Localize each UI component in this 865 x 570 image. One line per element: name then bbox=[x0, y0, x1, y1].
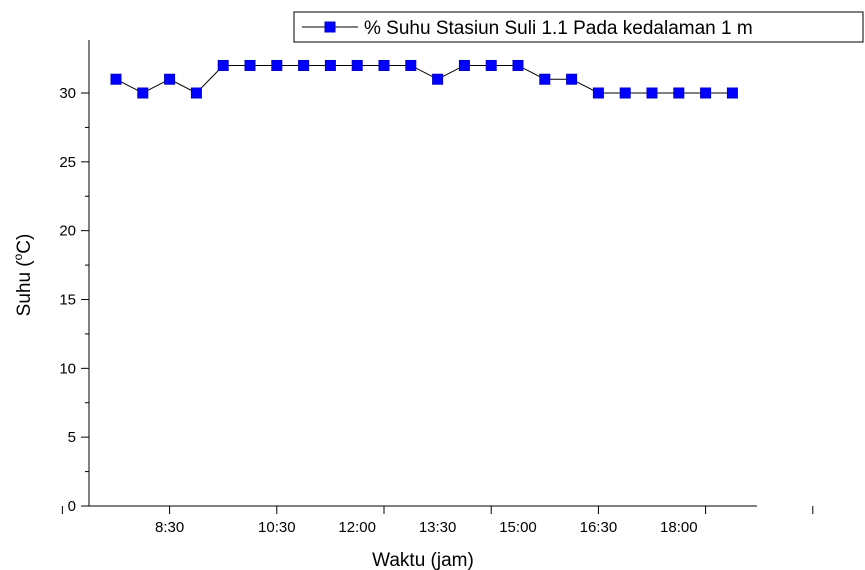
x-tick-label: 10:30 bbox=[258, 519, 296, 536]
y-axis-title-main: Suhu ( bbox=[14, 260, 35, 317]
data-point bbox=[405, 59, 417, 71]
legend-box bbox=[293, 11, 864, 43]
y-tick-label: 15 bbox=[59, 292, 76, 309]
data-point bbox=[673, 87, 685, 99]
x-tick-label: 15:00 bbox=[499, 519, 537, 536]
data-point bbox=[592, 87, 604, 99]
legend: % Suhu Stasiun Suli 1.1 Pada kedalaman 1… bbox=[293, 11, 864, 43]
data-point bbox=[700, 87, 712, 99]
data-point bbox=[110, 73, 122, 85]
series-points bbox=[110, 59, 738, 99]
series-line bbox=[115, 64, 733, 94]
data-point bbox=[512, 59, 524, 71]
y-axis-title-sup: o bbox=[11, 253, 25, 260]
y-tick-label: 5 bbox=[68, 429, 76, 446]
data-point bbox=[432, 73, 444, 85]
data-point bbox=[458, 59, 470, 71]
data-point bbox=[619, 87, 631, 99]
data-point bbox=[298, 59, 310, 71]
data-point bbox=[324, 59, 336, 71]
x-tick-label: 12:00 bbox=[338, 519, 376, 536]
y-tick-label: 20 bbox=[59, 223, 76, 240]
data-point bbox=[485, 59, 497, 71]
x-axis-title: Waktu (jam) bbox=[372, 550, 474, 570]
data-point bbox=[271, 59, 283, 71]
x-tick-label: 8:30 bbox=[155, 519, 184, 536]
y-tick-label: 25 bbox=[59, 154, 76, 171]
data-point bbox=[351, 59, 363, 71]
x-axis-ticks: 8:30 10:30 12:00 13:30 15:00 16:30 18:00 bbox=[61, 506, 814, 536]
data-point bbox=[378, 59, 390, 71]
x-tick-label: 16:30 bbox=[580, 519, 618, 536]
data-point bbox=[137, 87, 149, 99]
legend-marker-sample bbox=[324, 21, 336, 33]
x-tick-label: 18:00 bbox=[660, 519, 698, 536]
legend-label: % Suhu Stasiun Suli 1.1 Pada kedalaman 1… bbox=[364, 18, 753, 39]
data-point bbox=[190, 87, 202, 99]
x-tick-label: 13:30 bbox=[419, 519, 457, 536]
data-point bbox=[244, 59, 256, 71]
y-tick-label: 10 bbox=[59, 360, 76, 377]
y-tick-label: 0 bbox=[68, 498, 76, 515]
data-point bbox=[539, 73, 551, 85]
data-point bbox=[726, 87, 738, 99]
data-point bbox=[217, 59, 229, 71]
y-axis-title: Suhu (oC) bbox=[11, 234, 35, 317]
data-point bbox=[164, 73, 176, 85]
y-axis-ticks: 0 5 10 15 20 25 30 bbox=[59, 85, 89, 515]
y-tick-label: 30 bbox=[59, 85, 76, 102]
y-axis-title-tail: C) bbox=[14, 234, 35, 254]
data-point bbox=[646, 87, 658, 99]
data-point bbox=[566, 73, 578, 85]
